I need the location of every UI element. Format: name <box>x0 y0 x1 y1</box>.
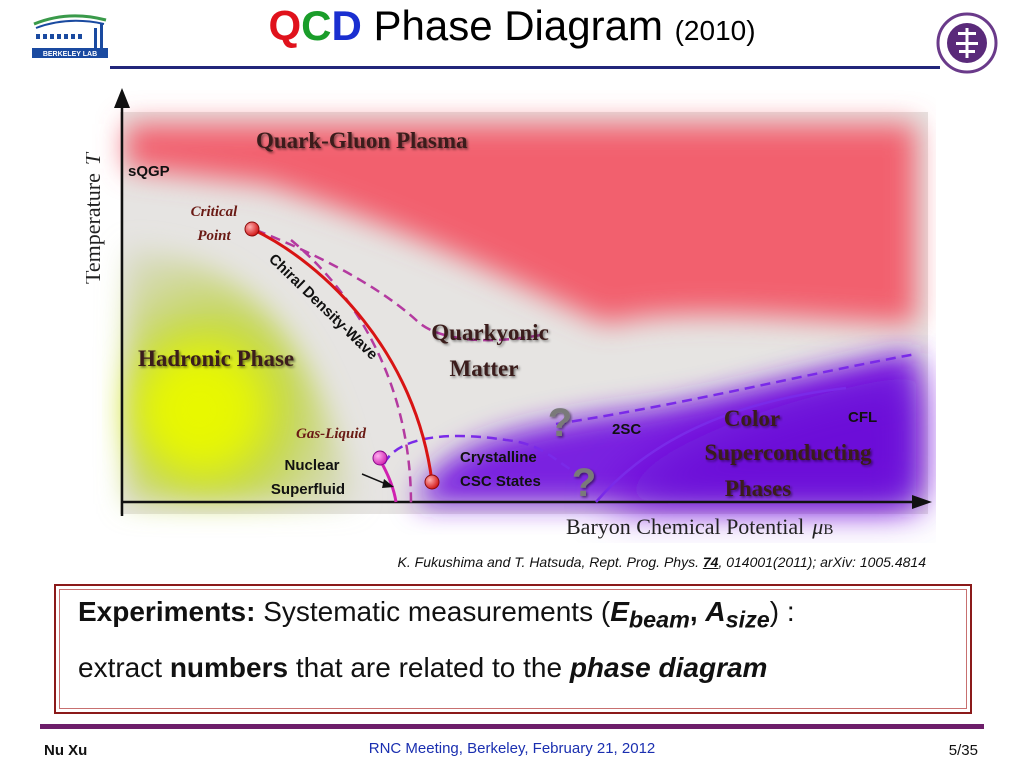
phase-diagram: Quark-Gluon Plasma sQGP Critical Point C… <box>86 88 932 539</box>
berkeley-lab-logo-text: BERKELEY LAB <box>43 51 97 58</box>
experiments-phase-diagram: phase diagram <box>569 652 768 683</box>
experiments-box-inner-border <box>59 589 967 709</box>
title-c: C <box>301 2 332 49</box>
2sc-label: 2SC <box>612 421 641 438</box>
superfluid-arrowhead <box>382 479 394 488</box>
quarkyonic-label-2: Matter <box>450 356 519 381</box>
experiments-box <box>54 584 972 714</box>
gas-liquid-dot <box>372 450 388 466</box>
title-year: (2010) <box>674 15 756 46</box>
citation: K. Fukushima and T. Hatsuda, Rept. Prog.… <box>200 554 926 570</box>
y-axis-arrow <box>114 88 130 108</box>
title-main: Phase Diagram <box>373 2 663 49</box>
crystalline-label-1: Crystalline <box>460 449 537 466</box>
experiments-comma: , <box>689 596 698 627</box>
cfl-boundary <box>595 386 847 503</box>
slide-title: QCD Phase Diagram (2010) <box>0 2 1024 50</box>
experiments-a-sub: size <box>725 606 770 633</box>
quarkyonic-label-1: Quarkyonic <box>431 320 549 345</box>
sqgp-label: sQGP <box>128 163 170 180</box>
dashed-line-2sc <box>555 352 917 426</box>
tsinghua-seal-logo <box>936 12 998 74</box>
experiments-text-1: Systematic measurements ( <box>263 596 611 627</box>
x-axis-label: Baryon Chemical Potential μB <box>566 514 833 539</box>
footer-rule <box>40 724 984 729</box>
qgp-region <box>126 124 916 324</box>
nuclear-label-2: Superfluid <box>271 481 345 498</box>
question-mark-upper: ? <box>548 401 572 445</box>
endpoint-dot <box>424 474 440 490</box>
superfluid-arrow <box>361 473 387 485</box>
dashed-line-upper <box>255 228 547 342</box>
nuclear-label-1: Nuclear <box>284 457 339 474</box>
experiments-text-2b: that are related to the <box>295 652 563 683</box>
hadronic-core <box>138 350 258 470</box>
experiments-text-2a: extract <box>78 652 163 683</box>
first-order-line <box>251 227 434 483</box>
experiments-text-1-end: ) : <box>769 596 795 627</box>
footer-author: Nu Xu <box>44 742 88 759</box>
y-axis-label: TemperatureT <box>86 151 105 284</box>
footer-page-number: 5/35 <box>948 742 978 759</box>
critical-point-label-1: Critical <box>191 204 239 220</box>
experiments-e-sub: beam <box>628 606 690 633</box>
title-q: Q <box>268 2 302 49</box>
experiments-line-2: extract numbers that are related to the … <box>78 652 767 684</box>
gas-liquid-label: Gas-Liquid <box>296 426 367 442</box>
cfl-label: CFL <box>848 409 877 426</box>
question-mark-lower: ? <box>572 461 596 505</box>
experiments-line-1: Experiments: Systematic measurements (Eb… <box>78 596 795 634</box>
color-label-2: Superconducting <box>704 440 872 465</box>
crystalline-label-2: CSC States <box>460 473 541 490</box>
qgp-label: Quark-Gluon Plasma <box>256 128 468 153</box>
footer-meeting: RNC Meeting, Berkeley, February 21, 2012 <box>368 740 656 757</box>
experiments-label: Experiments: <box>78 596 256 627</box>
critical-point-dot <box>244 221 260 237</box>
color-label-3: Phases <box>725 476 792 501</box>
critical-point-label-2: Point <box>197 228 231 244</box>
superconducting-core <box>606 374 916 504</box>
experiments-a: A <box>705 596 726 627</box>
title-d: D <box>331 2 362 49</box>
experiments-numbers: numbers <box>169 652 289 683</box>
x-axis-arrow <box>912 495 932 509</box>
title-rule <box>110 66 940 69</box>
citation-volume: 74 <box>702 554 719 570</box>
hadronic-phase-label: Hadronic Phase <box>138 346 294 371</box>
experiments-e: E <box>610 596 629 627</box>
citation-pre: K. Fukushima and T. Hatsuda, Rept. Prog.… <box>397 554 699 570</box>
color-label-1: Color <box>724 406 780 431</box>
dashed-line-crystalline <box>382 434 587 480</box>
citation-post: , 014001(2011); arXiv: 1005.4814 <box>718 554 926 570</box>
berkeley-lab-logo: BERKELEY LAB <box>32 14 108 58</box>
dashed-line-lower <box>290 239 413 505</box>
